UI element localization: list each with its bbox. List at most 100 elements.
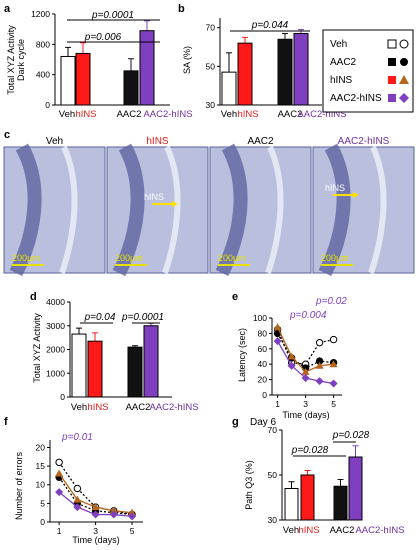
legend-purple-diamond-icon bbox=[399, 93, 409, 103]
panel-g-pvalue-1: p=0.028 bbox=[291, 445, 329, 456]
legend-filled-circle-icon bbox=[400, 58, 408, 66]
panel-a-bar-aac2 bbox=[123, 70, 139, 106]
panel-a-bar-hins bbox=[75, 52, 91, 106]
panel-c-letter: c bbox=[4, 129, 10, 141]
panel-e-series bbox=[273, 323, 338, 388]
panel-f-point-aac2-hins-2 bbox=[73, 503, 82, 512]
histology-ventricle-hins bbox=[162, 145, 181, 274]
panel-e-point-veh-4 bbox=[315, 338, 324, 347]
panel-b-cat-aac2-hins: AAC2-hINS bbox=[297, 109, 346, 120]
panel-f-ytick-label-2: 10 bbox=[36, 480, 46, 490]
legend-label-aac2-hins: AAC2-hINS bbox=[330, 93, 382, 104]
legend-filled-square-icon bbox=[388, 58, 396, 66]
histology-scale-label-hins: 200μm bbox=[115, 253, 143, 263]
panel-f-point-aac2-3 bbox=[91, 503, 100, 511]
panel-e-point-aac2-3 bbox=[301, 367, 310, 375]
legend-brown-triangle-icon bbox=[399, 75, 409, 84]
histology-tile-veh: Veh 200μm bbox=[3, 136, 106, 277]
panel-g-ytick-label-1: 50 bbox=[268, 470, 278, 480]
panel-e: e Latency (sec) Time (days) 0 20 40 60 80 100… bbox=[232, 291, 347, 420]
panel-d-ytick-label-0: 0 bbox=[60, 392, 65, 402]
histology-tile-aac2-hins: AAC2-hINS 200μm hINS bbox=[312, 136, 415, 277]
legend-label-veh: Veh bbox=[330, 39, 347, 50]
histology-arrowhead-aac2-hins bbox=[353, 192, 359, 198]
panel-g-cat-aac2: AAC2 bbox=[330, 525, 355, 536]
panel-d-pvalue-2: p=0.0001 bbox=[121, 312, 164, 323]
panel-d-ylabel: Total XYZ Activity bbox=[32, 313, 42, 383]
panel-e-point-aac2-2 bbox=[287, 352, 296, 360]
panel-d-ytick-label-1: 1000 bbox=[46, 368, 65, 378]
panel-b-cat-aac2: AAC2 bbox=[278, 109, 303, 120]
panel-e-point-aac2-1 bbox=[273, 323, 282, 331]
panel-g-pvalue-2: p=0.028 bbox=[332, 430, 370, 441]
panel-d-cat-veh: Veh bbox=[71, 402, 87, 413]
histology-ventricle-aac2-hins bbox=[368, 145, 387, 274]
panel-a-cat-hins: hINS bbox=[75, 109, 96, 120]
panel-g-cat-hins: hINS bbox=[298, 525, 319, 536]
legend: Veh AAC2 hINS AAC2-hINS bbox=[322, 29, 414, 113]
panel-e-ytick-label-4: 80 bbox=[258, 328, 268, 338]
panel-g-cat-veh: Veh bbox=[283, 525, 299, 536]
panel-f-point-veh-2 bbox=[73, 484, 82, 493]
histology-cell-band-aac2-hins bbox=[318, 143, 351, 277]
panel-d-bar-aac2-hins bbox=[143, 325, 159, 398]
panel-f-ytick-label-0: 0 bbox=[40, 517, 45, 527]
panel-b-bars bbox=[221, 29, 309, 106]
panel-f-xtick-label-2: 5 bbox=[130, 526, 135, 536]
panel-b-cat-hins: hINS bbox=[237, 109, 258, 120]
panel-d-ticks: 0 1000 2000 3000 4000 bbox=[46, 297, 70, 402]
panel-e-point-aac2-5 bbox=[329, 360, 338, 368]
panel-d-ytick-label-3: 3000 bbox=[46, 321, 65, 331]
panel-e-ytick-label-2: 40 bbox=[258, 359, 268, 369]
panel-g: g Day 6 Path Q3 (%) 30 50 70 p=0.028 p=0.0… bbox=[232, 416, 405, 536]
panel-d-bars bbox=[71, 322, 159, 398]
panel-f: f Number of errors Time (days) 051015201… bbox=[4, 416, 143, 545]
histology-tile-aac2: AAC2 200μm bbox=[209, 136, 312, 277]
panel-a-ytick-label-2: 800 bbox=[36, 39, 50, 49]
histology-arrowhead-hins bbox=[172, 201, 178, 207]
panel-d-pvalue-1: p=0.04 bbox=[84, 312, 116, 323]
panel-e-xtick-label-2: 5 bbox=[331, 399, 336, 409]
panel-f-ytick-label-1: 5 bbox=[40, 498, 45, 508]
panel-g-ticks: 30 50 70 bbox=[268, 425, 282, 525]
panel-b-bar-hins bbox=[237, 42, 253, 106]
panel-g-bars bbox=[284, 445, 363, 521]
panel-a-pvalue-1: p=0.0001 bbox=[91, 10, 134, 21]
legend-box bbox=[322, 29, 414, 113]
panel-f-point-aac2-hins-1 bbox=[55, 488, 64, 497]
histology-arrow-label-aac2-hins: hINS bbox=[325, 183, 345, 193]
histology-tile-hins: hINS 200μm hINS bbox=[106, 136, 209, 277]
legend-label-hins: hINS bbox=[330, 75, 353, 86]
panel-a-ticks: 0 400 800 1200 bbox=[31, 9, 55, 110]
panel-g-ylabel: Path Q3 (%) bbox=[244, 460, 254, 510]
histology-scale-label-veh: 200μm bbox=[12, 253, 40, 263]
panel-g-bar-veh bbox=[284, 488, 299, 521]
panel-e-ytick-label-5: 100 bbox=[253, 313, 267, 323]
panel-b-pvalue-1: p=0.044 bbox=[251, 20, 289, 31]
panel-g-ytick-label-2: 70 bbox=[268, 425, 278, 435]
panel-b: b SA (%) 30 50 70 p=0.044 Veh hINS AAC2 AA… bbox=[178, 3, 347, 120]
panel-g-title: Day 6 bbox=[250, 417, 277, 428]
panel-f-point-aac2-5 bbox=[128, 508, 137, 516]
histology-scale-label-aac2-hins: 200μm bbox=[321, 253, 349, 263]
panel-b-bar-veh bbox=[221, 71, 237, 106]
panel-e-line-veh bbox=[277, 329, 334, 365]
panel-f-letter: f bbox=[4, 416, 8, 428]
legend-open-circle-icon bbox=[399, 39, 409, 49]
panel-f-ytick-label-3: 15 bbox=[36, 461, 46, 471]
panel-d: d Total XYZ Activity 0 1000 2000 3000 4000 p… bbox=[30, 291, 199, 413]
panel-a-ytick-label-1: 400 bbox=[36, 70, 50, 80]
panel-f-point-aac2-1 bbox=[55, 469, 64, 477]
panel-a-bar-veh bbox=[60, 55, 76, 106]
panel-e-point-aac2-hins-3 bbox=[301, 374, 310, 383]
panel-d-ytick-label-2: 2000 bbox=[46, 345, 65, 355]
panel-b-ytick-label-2: 70 bbox=[206, 23, 216, 33]
panel-a-cat-aac2-hins: AAC2-hINS bbox=[143, 109, 192, 120]
panel-f-pvalue-1: p=0.01 bbox=[61, 432, 93, 443]
panel-a-pvalue-2: p=0.006 bbox=[84, 32, 122, 43]
panel-a-ylabel-1: Total XYZ Activity bbox=[6, 25, 16, 95]
panel-f-point-aac2-hins-3 bbox=[91, 510, 100, 519]
legend-open-square-icon bbox=[387, 39, 397, 49]
panel-e-point-veh-5 bbox=[329, 335, 338, 344]
